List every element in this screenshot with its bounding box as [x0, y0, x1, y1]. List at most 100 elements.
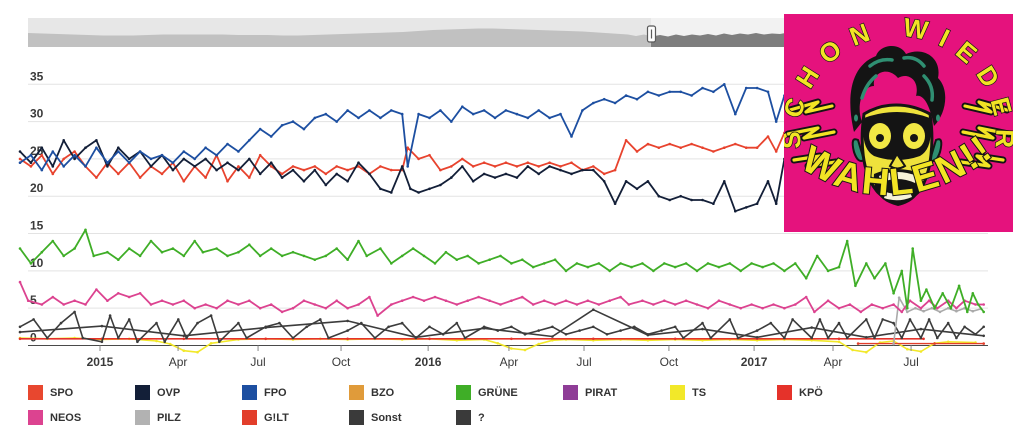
data-point [761, 306, 764, 310]
data-point [668, 90, 671, 94]
data-point [772, 303, 775, 306]
data-point [450, 176, 453, 179]
data-point [865, 318, 868, 321]
data-point [127, 161, 131, 164]
data-point [810, 339, 813, 342]
data-point [357, 161, 360, 164]
data-point [553, 258, 557, 262]
legend-item-pilz[interactable]: PILZ [135, 410, 242, 425]
data-point [602, 180, 606, 183]
data-point [663, 299, 666, 303]
legend-item-ts[interactable]: TS [670, 385, 777, 400]
data-point [551, 339, 554, 342]
data-point [379, 247, 382, 250]
data-point [619, 329, 622, 332]
legend-item-kp-[interactable]: KPÖ [777, 385, 884, 400]
chart-gridlines: 0 5 10 15 20 25 30 35 [28, 69, 988, 346]
data-point [772, 262, 775, 265]
data-point [537, 109, 540, 112]
data-point [936, 306, 939, 310]
data-point [40, 303, 44, 306]
legend-item-fpo[interactable]: FPO [242, 385, 349, 400]
data-point [521, 295, 524, 299]
data-point [226, 299, 229, 303]
data-point [597, 303, 601, 306]
data-point [531, 265, 535, 269]
data-point [411, 295, 415, 299]
legend-item-bzo[interactable]: BZO [349, 385, 456, 400]
data-point [450, 165, 453, 168]
data-point [95, 288, 98, 291]
data-point [168, 342, 172, 346]
data-point [182, 180, 186, 183]
data-point [976, 303, 980, 306]
data-point [845, 239, 849, 243]
data-point [291, 250, 295, 254]
data-point [774, 150, 778, 153]
data-point [95, 176, 98, 179]
data-point [335, 172, 339, 176]
data-point [387, 325, 390, 329]
data-point [701, 86, 704, 90]
data-point [570, 135, 573, 138]
data-point [428, 325, 431, 329]
data-point [18, 247, 22, 250]
data-point [84, 146, 87, 149]
data-point [706, 262, 710, 265]
data-point [463, 336, 467, 340]
legend-item-gr-ne[interactable]: GRÜNE [456, 385, 563, 400]
data-point [493, 165, 497, 168]
data-point [376, 314, 379, 317]
legend-item-spo[interactable]: SPO [28, 385, 135, 400]
data-point [982, 342, 985, 345]
data-point [155, 321, 158, 325]
data-point [406, 146, 410, 149]
data-point [906, 347, 909, 351]
legend-label: ? [478, 411, 485, 424]
data-point [106, 161, 109, 164]
data-point [390, 262, 393, 265]
data-point [248, 139, 251, 142]
legend-swatch [349, 410, 364, 425]
data-point [837, 337, 841, 341]
data-point [455, 321, 459, 325]
data-point [900, 269, 904, 273]
data-point [59, 321, 63, 325]
data-point [466, 254, 470, 258]
legend-item-g-lt[interactable]: G!LT [242, 410, 349, 425]
legend-item-neos[interactable]: NEOS [28, 410, 135, 425]
data-point [848, 303, 852, 306]
data-point [938, 310, 942, 314]
legend-item--[interactable]: ? [456, 410, 563, 425]
data-point [160, 172, 164, 176]
scrubber-selected-range[interactable] [28, 18, 651, 47]
data-point [302, 168, 306, 172]
data-point [881, 318, 884, 321]
x-axis-label-Jul: Jul [903, 355, 918, 369]
data-point [62, 157, 65, 161]
legend-item-pirat[interactable]: PIRAT [563, 385, 670, 400]
data-point [946, 340, 950, 344]
data-point [417, 191, 420, 194]
legend-item-ovp[interactable]: OVP [135, 385, 242, 400]
data-point [182, 157, 186, 161]
data-point [982, 334, 985, 338]
data-point [29, 161, 33, 164]
data-point [624, 94, 628, 97]
data-point [744, 206, 748, 209]
data-point [949, 306, 953, 310]
data-point [335, 120, 339, 123]
data-point [264, 325, 268, 329]
y-axis-label-30: 30 [30, 107, 44, 121]
data-point [963, 325, 966, 329]
data-point [455, 258, 459, 262]
data-point [280, 254, 284, 258]
data-point [155, 339, 158, 343]
data-point [706, 306, 710, 310]
legend-item-sonst[interactable]: Sonst [349, 410, 456, 425]
data-point [280, 310, 284, 314]
data-point [783, 306, 786, 310]
x-axis-label-Apr: Apr [169, 355, 188, 369]
data-point [892, 303, 895, 306]
data-point [182, 349, 186, 353]
